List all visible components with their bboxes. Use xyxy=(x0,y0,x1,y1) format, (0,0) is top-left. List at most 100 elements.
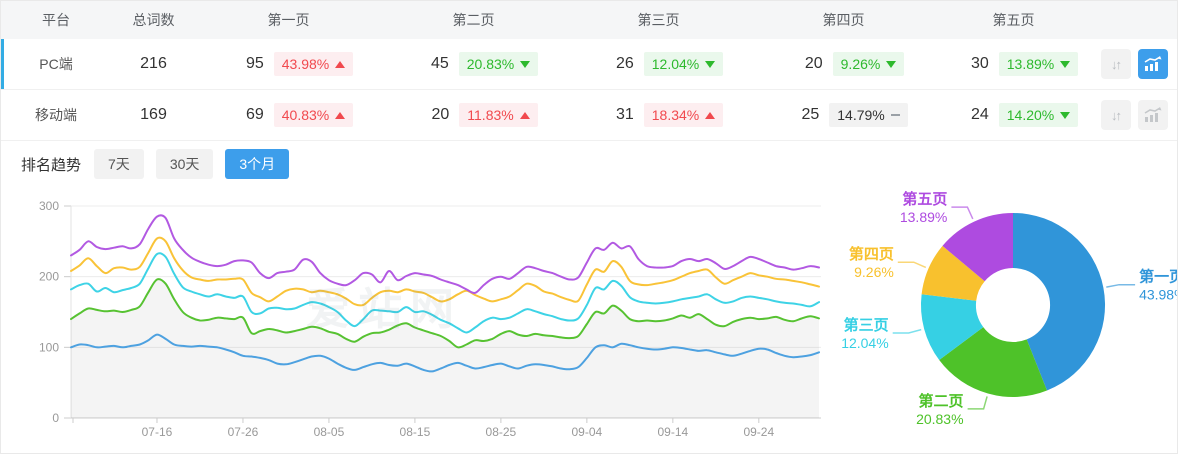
table-row-mobile[interactable]: 移动端 169 69 40.83% 20 11.83% 31 18.34% 25 14.79% 24… xyxy=(1,90,1177,141)
page-distribution-donut-chart: 第一页43.98%第二页20.83%第三页12.04%第四页9.26%第五页13… xyxy=(841,190,1178,427)
donut-label-leader xyxy=(951,206,974,220)
total-words-cell: 216 xyxy=(111,55,196,73)
sort-icon: ↓↑ xyxy=(1111,107,1122,123)
percent-value: 14.79% xyxy=(837,107,885,123)
trend-up-icon xyxy=(335,60,346,68)
trend-down-icon xyxy=(520,60,531,68)
percent-value: 12.04% xyxy=(651,56,700,72)
table-body: PC端 216 95 43.98% 45 20.83% 26 12.04% 20 9.26% 30 1… xyxy=(1,39,1177,141)
page-count: 24 xyxy=(970,106,989,123)
table-row-pc[interactable]: PC端 216 95 43.98% 45 20.83% 26 12.04% 20 9.26% 30 1… xyxy=(1,39,1177,90)
donut-slice-shape xyxy=(939,327,1047,398)
x-axis-label-08-15: 08-15 xyxy=(400,425,431,439)
sort-icon: ↓↑ xyxy=(1111,56,1122,72)
percent-badge-up: 11.83% xyxy=(459,103,538,127)
trend-up-icon xyxy=(519,111,530,119)
donut-slice-percent: 9.26% xyxy=(854,264,894,280)
trend-tab-0[interactable]: 7天 xyxy=(94,149,144,179)
column-header-page-4: 第四页 xyxy=(822,12,865,28)
page-count: 31 xyxy=(615,106,634,123)
percent-badge-down: 20.83% xyxy=(458,52,539,76)
trend-section-title: 排名趋势 xyxy=(21,156,82,174)
donut-slice-percent: 20.83% xyxy=(916,411,963,427)
trend-flat-icon xyxy=(890,114,900,116)
page-count: 20 xyxy=(804,55,823,72)
page-3-cell: 26 12.04% xyxy=(566,52,751,76)
page-count: 26 xyxy=(615,55,634,72)
donut-slice-shape xyxy=(920,294,984,360)
x-axis-label-09-24: 09-24 xyxy=(743,425,774,439)
donut-slice-shape xyxy=(942,213,1013,282)
percent-value: 40.83% xyxy=(281,107,330,123)
table-header-row: 平台 总词数 第一页 第二页 第三页 第四页 第五页 xyxy=(1,1,1177,39)
donut-label-leader xyxy=(967,396,988,410)
y-axis-label-200: 200 xyxy=(39,270,59,284)
trend-area-fill xyxy=(71,279,819,418)
trend-chart-button[interactable] xyxy=(1137,100,1168,130)
donut-slice-shape xyxy=(921,245,985,301)
page-5-cell: 24 14.20% xyxy=(936,103,1091,127)
trend-line-page-5 xyxy=(70,214,820,294)
trend-range-tabs: 7天 30天 3个月 xyxy=(94,149,290,179)
page-count: 30 xyxy=(970,55,989,72)
row-actions: ↓↑ xyxy=(1091,100,1177,130)
chart-icon xyxy=(1144,107,1161,122)
trend-tab-2[interactable]: 3个月 xyxy=(225,149,290,179)
sort-button[interactable]: ↓↑ xyxy=(1100,100,1131,130)
percent-badge-down: 9.26% xyxy=(832,52,905,76)
donut-slice-label: 第一页 xyxy=(1139,268,1178,286)
page-count: 95 xyxy=(245,55,264,72)
donut-label-leader xyxy=(897,261,927,269)
donut-label-leader xyxy=(892,328,922,334)
platform-cell: PC端 xyxy=(1,54,111,74)
percent-value: 18.34% xyxy=(651,107,700,123)
trend-up-icon xyxy=(705,111,716,119)
x-axis-label-08-05: 08-05 xyxy=(314,425,345,439)
donut-slice-page-1[interactable]: 第一页43.98% xyxy=(1013,213,1178,391)
platform-label: PC端 xyxy=(39,56,73,72)
x-axis-label-07-26: 07-26 xyxy=(228,425,259,439)
percent-badge-flat: 14.79% xyxy=(829,103,908,127)
page-4-cell: 20 9.26% xyxy=(751,52,936,76)
page-2-cell: 20 11.83% xyxy=(381,103,566,127)
donut-slice-label: 第二页 xyxy=(919,392,964,410)
percent-badge-down: 14.20% xyxy=(998,103,1079,127)
percent-value: 14.20% xyxy=(1006,107,1055,123)
percent-value: 20.83% xyxy=(466,56,515,72)
column-header-page-3: 第三页 xyxy=(637,12,680,28)
trend-line-page-1 xyxy=(70,333,820,373)
total-words-value: 216 xyxy=(140,55,167,72)
column-header-page-5: 第五页 xyxy=(992,12,1035,28)
column-header-page-2: 第二页 xyxy=(452,12,495,28)
donut-slice-shape xyxy=(1013,213,1106,391)
trend-chart-button[interactable] xyxy=(1137,49,1168,79)
sort-button[interactable]: ↓↑ xyxy=(1100,49,1131,79)
trend-tab-1[interactable]: 30天 xyxy=(155,149,214,179)
ranking-trend-line-chart: 0 100 200 300 07-16 07-26 08-05 08-15 08-25 09-04… xyxy=(39,199,821,439)
donut-label-leader xyxy=(1106,283,1136,288)
donut-slice-percent: 43.98% xyxy=(1139,287,1178,303)
total-words-value: 169 xyxy=(140,106,167,123)
trend-line-page-3 xyxy=(70,252,820,334)
page-3-cell: 31 18.34% xyxy=(566,103,751,127)
percent-badge-up: 43.98% xyxy=(273,52,354,76)
trend-down-icon xyxy=(886,60,897,68)
platform-label: 移动端 xyxy=(35,107,77,123)
platform-cell: 移动端 xyxy=(1,105,111,125)
percent-badge-up: 18.34% xyxy=(643,103,724,127)
trend-down-icon xyxy=(1060,60,1071,68)
chart-icon xyxy=(1144,56,1161,71)
page-1-cell: 69 40.83% xyxy=(196,103,381,127)
donut-slice-percent: 12.04% xyxy=(841,335,888,351)
page-count: 25 xyxy=(801,106,820,123)
column-header-platform: 平台 xyxy=(42,12,70,28)
x-axis-label-09-14: 09-14 xyxy=(657,425,688,439)
percent-badge-up: 40.83% xyxy=(273,103,354,127)
donut-slice-label: 第五页 xyxy=(902,190,947,208)
page-2-cell: 45 20.83% xyxy=(381,52,566,76)
